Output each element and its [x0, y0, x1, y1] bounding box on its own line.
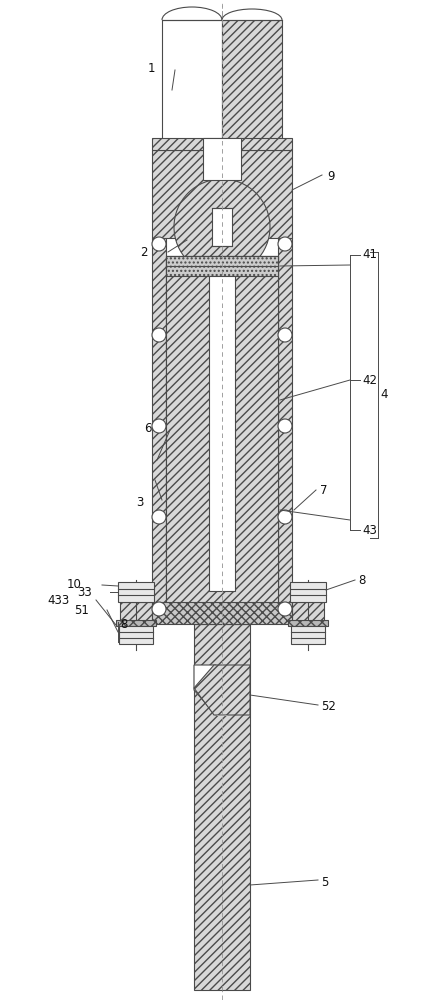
Bar — [265, 256, 278, 591]
Circle shape — [278, 328, 292, 342]
Polygon shape — [194, 665, 216, 715]
Text: 1: 1 — [147, 62, 155, 75]
Bar — [222, 20, 282, 145]
Bar — [292, 602, 324, 624]
Bar — [209, 276, 235, 591]
Bar — [162, 20, 222, 145]
Bar — [217, 665, 227, 715]
Circle shape — [278, 419, 292, 433]
Text: 52: 52 — [321, 700, 336, 712]
Circle shape — [278, 510, 292, 524]
Bar — [166, 256, 278, 605]
Bar — [278, 238, 292, 605]
Bar — [291, 626, 325, 644]
Bar — [225, 153, 233, 195]
Text: 2: 2 — [140, 246, 148, 259]
Bar — [166, 256, 179, 591]
Text: 33: 33 — [77, 586, 92, 599]
Bar — [222, 150, 292, 238]
Text: 51: 51 — [74, 604, 89, 617]
Text: 10: 10 — [67, 578, 82, 590]
Bar — [118, 582, 154, 602]
Text: 7: 7 — [320, 485, 328, 497]
Bar — [152, 602, 292, 624]
Text: 42: 42 — [362, 373, 377, 386]
Text: 4: 4 — [380, 388, 388, 401]
Bar — [179, 256, 265, 591]
Bar — [116, 620, 156, 626]
Bar — [152, 238, 166, 605]
Bar — [152, 138, 292, 150]
Circle shape — [152, 237, 166, 251]
Bar — [152, 150, 222, 238]
Circle shape — [152, 602, 166, 616]
Circle shape — [174, 179, 270, 275]
Bar — [211, 153, 219, 195]
Bar — [166, 145, 278, 153]
Circle shape — [152, 510, 166, 524]
Text: 8: 8 — [120, 617, 127, 631]
Bar — [166, 256, 278, 276]
Bar — [120, 602, 152, 624]
Text: 9: 9 — [327, 170, 334, 184]
Circle shape — [152, 328, 166, 342]
Circle shape — [278, 602, 292, 616]
Circle shape — [152, 419, 166, 433]
Text: 8: 8 — [358, 574, 365, 587]
Polygon shape — [194, 665, 250, 715]
Bar — [288, 620, 328, 626]
Bar — [119, 626, 153, 644]
Text: 3: 3 — [137, 495, 144, 508]
Bar — [194, 624, 250, 990]
Text: 43: 43 — [362, 524, 377, 536]
Bar — [212, 208, 232, 246]
Text: 433: 433 — [48, 594, 70, 607]
Circle shape — [278, 237, 292, 251]
Text: 6: 6 — [144, 422, 152, 436]
Bar — [203, 138, 241, 180]
Text: 41: 41 — [362, 248, 377, 261]
Text: 5: 5 — [321, 876, 329, 888]
Bar — [290, 582, 326, 602]
